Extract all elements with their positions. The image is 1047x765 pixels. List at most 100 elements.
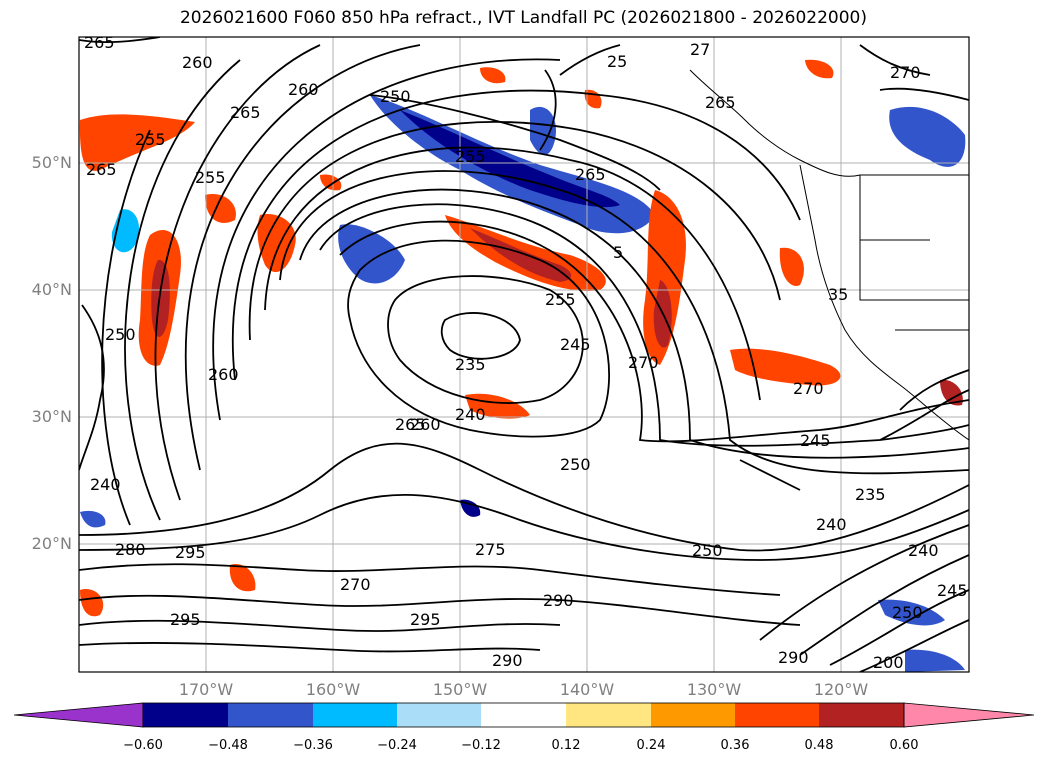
contour-label: 240 [908, 541, 939, 560]
contour-label: 290 [778, 648, 809, 667]
lat-label: 40°N [31, 280, 72, 299]
colorbar-tick-label: −0.24 [377, 738, 417, 753]
coastline [689, 69, 969, 441]
contour-label: 265 [230, 103, 261, 122]
lon-label: 140°W [559, 680, 615, 699]
colorbar-extend-high [903, 702, 1035, 728]
colorbar-swatch [313, 703, 397, 727]
colorbar-extend-low [13, 702, 144, 728]
positive-anomaly-region [79, 114, 195, 171]
colorbar-tick-label: −0.36 [293, 738, 333, 753]
positive-anomaly-region [465, 393, 530, 419]
contour-label: 275 [475, 540, 506, 559]
colorbar-tick-label: 0.24 [636, 738, 666, 753]
colorbar-swatch [143, 703, 228, 727]
positive-anomaly-region [940, 379, 963, 406]
lon-label: 170°W [178, 680, 234, 699]
colorbar-swatch [397, 703, 481, 727]
positive-anomaly-core [151, 259, 170, 337]
contour-label: 265 [84, 33, 115, 52]
contour-label: 240 [816, 515, 847, 534]
negative-anomaly-region [460, 499, 481, 517]
negative-anomaly-region [338, 224, 405, 284]
lon-label: 130°W [686, 680, 742, 699]
contour-label: 265 [86, 160, 117, 179]
refractivity-contours [79, 37, 969, 672]
positive-anomaly-region [320, 174, 342, 191]
contour-label: 260 [288, 80, 319, 99]
negative-anomaly-region [878, 599, 945, 626]
contour-label: 235 [455, 355, 486, 374]
positive-anomaly-region [730, 348, 841, 386]
graticule [79, 37, 969, 672]
contour-label: 270 [628, 353, 659, 372]
lat-label: 30°N [31, 407, 72, 426]
contour-label: 265 [575, 165, 606, 184]
contour-label: 200 [873, 653, 904, 672]
colorbar-swatch [228, 703, 313, 727]
colorbar-swatch [651, 703, 735, 727]
contour-label: 260 [182, 53, 213, 72]
contour-label: 255 [135, 130, 166, 149]
contour-label: 5 [613, 243, 623, 262]
colorbar-tick-label: −0.12 [461, 738, 501, 753]
positive-anomaly-region [480, 67, 506, 84]
contour-label: 265 [705, 93, 736, 112]
contour-label: 25 [607, 52, 627, 71]
contour-label: 265 [395, 415, 426, 434]
contour-label: 255 [545, 290, 576, 309]
negative-anomaly-core [400, 110, 620, 208]
contour-label: 245 [560, 335, 591, 354]
negative-anomaly-region [889, 106, 966, 167]
lat-label: 50°N [31, 153, 72, 172]
map-content [79, 37, 969, 672]
contour-label: 280 [115, 540, 146, 559]
contour-label: 270 [890, 63, 921, 82]
contour-label: 295 [170, 610, 201, 629]
contour-label: 27 [690, 40, 710, 59]
lon-label: 160°W [305, 680, 361, 699]
colorbar-tick-label: −0.60 [123, 738, 163, 753]
negative-anomaly-region [80, 510, 106, 528]
lon-label: 120°W [813, 680, 869, 699]
colorbar-tick-label: 0.12 [551, 738, 581, 753]
colorbar-swatch [735, 703, 819, 727]
contour-label: 260 [410, 415, 441, 434]
contour-label: 250 [892, 603, 923, 622]
contour-label: 35 [828, 285, 848, 304]
contour-label: 290 [543, 591, 574, 610]
lat-label: 20°N [31, 534, 72, 553]
colorbar-tick-label: 0.60 [889, 738, 919, 753]
contour-label: 270 [793, 379, 824, 398]
colorbar-tick-label: 0.36 [720, 738, 750, 753]
lon-label: 150°W [432, 680, 488, 699]
contour-label: 250 [560, 455, 591, 474]
contour-label: 250 [380, 87, 411, 106]
contour-label: 245 [937, 581, 968, 600]
contour-label: 295 [410, 610, 441, 629]
colorbar-tick-label: −0.48 [208, 738, 248, 753]
positive-anomaly-region [257, 214, 296, 273]
colorbar-swatch [481, 703, 566, 727]
contour-label: 255 [455, 147, 486, 166]
colorbar-swatch [819, 703, 904, 727]
contour-label: 235 [855, 485, 886, 504]
negative-anomaly-region [905, 649, 965, 672]
map-frame [78, 36, 970, 673]
contour-label: 290 [492, 651, 523, 670]
positive-anomaly-region [80, 589, 104, 617]
chart-title: 2026021600 F060 850 hPa refract., IVT La… [179, 8, 867, 28]
positive-anomaly-region [779, 247, 804, 286]
negative-anomaly-region [530, 106, 556, 155]
colorbar-swatch [566, 703, 651, 727]
contour-label: 270 [340, 575, 371, 594]
colorbar-tick-label: 0.48 [804, 738, 834, 753]
positive-anomaly-region [805, 59, 834, 79]
contour-label: 240 [455, 405, 486, 424]
positive-anomaly-region [229, 564, 256, 592]
contour-label: 255 [195, 168, 226, 187]
contour-label: 250 [105, 325, 136, 344]
contour-label: 260 [208, 365, 239, 384]
colorbar [13, 702, 1035, 728]
